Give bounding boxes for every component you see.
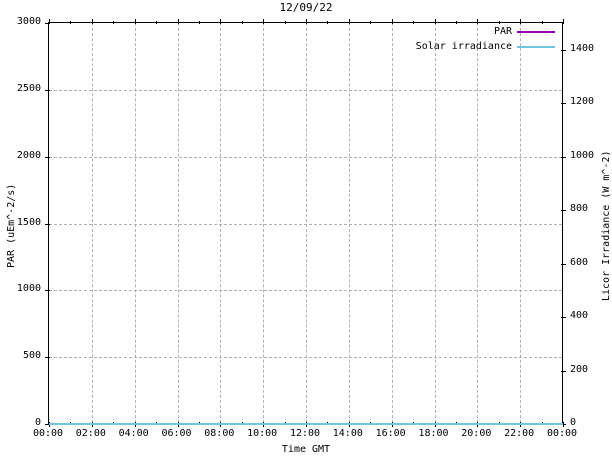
y-axis-tick-right — [561, 370, 566, 372]
x-axis-minor-tick — [70, 21, 72, 24]
x-axis-minor-tick — [241, 21, 243, 24]
legend-item-par[interactable]: PAR — [405, 24, 555, 39]
x-axis-tick-label: 18:00 — [418, 428, 449, 439]
x-axis-tick-label: 20:00 — [461, 428, 492, 439]
y-axis-tick-label-right: 1000 — [570, 149, 595, 161]
y-axis-tick — [45, 357, 50, 359]
x-axis-tick-label: 06:00 — [161, 428, 192, 439]
y-axis-tick-label-left: 2000 — [16, 149, 41, 161]
x-axis-minor-tick — [455, 21, 457, 24]
legend-color-swatch — [517, 30, 555, 33]
chart-legend: PAR Solar irradiance — [405, 24, 555, 54]
x-axis-tick-label: 04:00 — [118, 428, 149, 439]
x-axis-minor-tick — [327, 21, 329, 24]
x-gridline — [134, 23, 136, 423]
y-axis-tick-right — [561, 317, 566, 319]
y-gridline — [49, 290, 562, 292]
y-gridline — [49, 223, 562, 225]
y-axis-tick — [45, 223, 50, 225]
x-axis-minor-tick — [413, 21, 415, 24]
y-gridline — [49, 156, 562, 158]
x-axis-tick-label: 00:00 — [546, 428, 578, 439]
x-gridline — [91, 23, 93, 423]
y-axis-tick-label-left: 0 — [34, 417, 41, 428]
y-gridline — [49, 357, 562, 359]
x-axis-tick — [391, 19, 393, 24]
legend-item-solar-irradiance[interactable]: Solar irradiance — [405, 39, 555, 54]
x-axis-title: Time GMT — [281, 444, 331, 455]
x-gridline — [391, 23, 393, 423]
legend-color-swatch — [517, 45, 555, 48]
y-axis-tick-label-right: 0 — [570, 417, 577, 428]
x-axis-minor-tick — [284, 21, 286, 24]
y-axis-tick-label-right: 400 — [570, 310, 589, 322]
y-axis-tick-right — [561, 103, 566, 105]
x-axis-tick-label: 02:00 — [75, 428, 106, 439]
x-axis-tick-label: 10:00 — [247, 428, 278, 439]
series-layer — [49, 423, 563, 425]
x-gridline — [306, 23, 307, 423]
y-gridline — [49, 89, 562, 91]
x-gridline — [477, 23, 479, 423]
x-gridline — [220, 23, 222, 423]
x-gridline — [348, 23, 350, 423]
x-axis-minor-tick — [198, 21, 200, 24]
x-axis-tick — [263, 19, 265, 24]
x-axis-minor-tick — [541, 21, 543, 24]
y-axis-tick — [45, 23, 50, 24]
x-axis-tick — [91, 19, 93, 24]
y-axis-tick — [45, 290, 50, 292]
x-axis-minor-tick — [113, 21, 115, 24]
y-axis-tick-label-left: 1000 — [16, 283, 41, 295]
y-axis-tick-right — [561, 156, 566, 158]
y-axis-tick-right — [561, 49, 566, 51]
x-axis-tick — [49, 19, 50, 24]
x-axis-tick — [434, 19, 436, 24]
x-gridline — [177, 23, 179, 423]
x-axis-tick-label: 14:00 — [332, 428, 363, 439]
legend-label: PAR — [493, 26, 512, 37]
plot-area — [45, 19, 566, 427]
y-axis-tick-right — [561, 263, 566, 265]
x-axis-tick — [477, 19, 479, 24]
y-axis-tick-label-left: 3000 — [16, 16, 41, 27]
y-axis-tick-label-right: 1400 — [570, 42, 595, 54]
y-axis-tick-label-right: 800 — [570, 203, 589, 215]
legend-label: Solar irradiance — [415, 41, 512, 52]
y-axis-tick-label-right: 1200 — [570, 96, 595, 108]
y-axis-tick-right — [561, 210, 566, 212]
x-axis-tick-label: 12:00 — [289, 428, 321, 439]
y-axis-tick-label-left: 500 — [22, 350, 41, 362]
x-axis-tick-label: 16:00 — [375, 428, 406, 439]
x-axis-tick-label: 08:00 — [204, 428, 235, 439]
y-axis-title-right: Licor Irradiance (W m^-2) — [601, 150, 612, 301]
y-axis-tick-right — [561, 424, 566, 425]
x-axis-tick — [306, 19, 307, 24]
x-axis-tick-label: 00:00 — [32, 428, 64, 439]
x-axis-tick — [134, 19, 136, 24]
x-axis-minor-tick — [156, 21, 158, 24]
x-gridline — [263, 23, 265, 423]
x-axis-tick — [220, 19, 222, 24]
x-axis-tick — [563, 19, 564, 24]
x-axis-minor-tick — [498, 21, 500, 24]
x-axis-tick — [348, 19, 350, 24]
y-axis-tick-label-right: 600 — [570, 256, 589, 268]
y-axis-tick — [45, 156, 50, 158]
x-axis-minor-tick — [370, 21, 372, 24]
y-axis-tick — [45, 424, 50, 425]
chart-title: 12/09/22 — [279, 1, 333, 14]
y-axis-tick-label-right: 200 — [570, 363, 589, 375]
y-axis-tick — [45, 89, 50, 91]
x-gridline — [434, 23, 436, 423]
y-axis-tick-label-left: 1500 — [16, 216, 41, 228]
x-axis-tick-label: 22:00 — [504, 428, 535, 439]
x-axis-tick — [177, 19, 179, 24]
x-axis-tick — [520, 19, 522, 24]
y-axis-tick-label-left: 2500 — [16, 82, 41, 94]
x-gridline — [520, 23, 522, 423]
